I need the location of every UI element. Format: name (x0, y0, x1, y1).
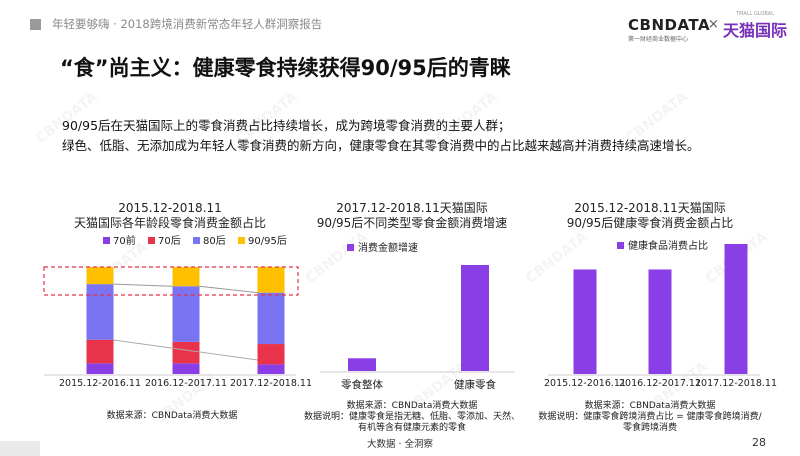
chart1-legend-label: 70后 (158, 235, 181, 247)
cbndata-logo: CBΝDATA (628, 16, 711, 34)
slide-title: “食”尚主义：健康零食持续获得90/95后的青睐 (60, 56, 511, 80)
chart1-legend-label: 80后 (203, 235, 226, 247)
tmall-global-small: TMALL GLOBAL (736, 11, 775, 17)
chart3-source: 数据来源：CBNData消费大数据 (585, 399, 716, 411)
chart1-bar-segment (257, 344, 285, 365)
summary-line-2: 绿色、低脂、无添加成为年轻人零食消费的新方向，健康零食在其零食消费中的占比越来越… (62, 138, 700, 153)
chart1-legend-swatch (148, 237, 155, 244)
chart1-connector-line (113, 283, 173, 287)
chart1-source: 数据来源：CBNData消费大数据 (107, 409, 238, 421)
chart1-legend-label: 90/95后 (248, 235, 287, 247)
chart3-legend-label: 健康食品消费占比 (628, 239, 708, 252)
cbndata-logo-subtext: 第一财经商业数据中心 (628, 36, 689, 43)
chart1-bar-segment (257, 364, 285, 374)
chart3-bar (573, 269, 597, 374)
chart1-bar-segment (172, 363, 200, 374)
chart2-bar (461, 265, 489, 371)
chart1-legend-label: 70前 (113, 234, 136, 247)
chart1-legend-swatch (193, 237, 200, 244)
summary-line-1: 90/95后在天猫国际上的零食消费占比持续增长，成为跨境零食消费的主要人群； (62, 118, 511, 133)
footer-accent (0, 441, 40, 456)
chart1-x-tick: 2016.12-2017.11 (145, 378, 227, 389)
chart1-bar-segment (86, 284, 114, 340)
chart1-bar-segment (86, 267, 114, 285)
chart2-bar (348, 358, 376, 371)
chart1-bar-segment (172, 341, 200, 364)
chart3-title-line1: 2015.12-2018.11天猫国际 (574, 201, 726, 215)
chart1-legend-swatch (103, 237, 110, 244)
chart3-bar (724, 244, 748, 374)
summary-text: 90/95后在天猫国际上的零食消费占比持续增长，成为跨境零食消费的主要人群； 绿… (62, 116, 700, 156)
header-square-icon (30, 19, 41, 30)
chart1-bar-segment (86, 339, 114, 364)
chart1-bar-segment (86, 363, 114, 374)
chart1-connector-line (113, 339, 258, 361)
chart3-x-tick: 2015.12-2016.11 (544, 378, 626, 389)
page-number: 28 (752, 436, 766, 449)
chart3-legend-swatch (617, 242, 624, 249)
chart2-x-tick: 零食整体 (341, 378, 383, 391)
chart1-title-line2: 天猫国际各年龄段零食消费金额占比 (74, 215, 266, 230)
chart1-bar-segment (257, 267, 285, 293)
footer-text: 大数据 · 全洞察 (366, 439, 434, 450)
report-subtitle: 年轻要够嗨 · 2018跨境消费新常态年轻人群洞察报告 (52, 17, 323, 31)
chart1-x-tick: 2015.12-2016.11 (59, 378, 141, 389)
chart2-legend-label: 消费金额增速 (358, 241, 418, 254)
chart1-title-line1: 2015.12-2018.11 (118, 201, 222, 215)
logo-separator: × (708, 17, 719, 32)
chart1-legend-swatch (238, 237, 245, 244)
tmall-global-logo: 天猫国际 (723, 21, 788, 40)
chart1-bar-segment (257, 292, 285, 345)
chart2-source: 数据来源：CBNData消费大数据 (347, 399, 478, 411)
chart2-title-line1: 2017.12-2018.11天猫国际 (336, 201, 488, 215)
chart3-title-line2: 90/95后健康零食消费金额占比 (567, 215, 734, 230)
chart1-highlight-box (43, 266, 299, 296)
chart1-bar-segment (172, 267, 200, 287)
chart3-note-line2: 零食跨境消费 (623, 421, 677, 433)
chart3-x-tick: 2017.12-2018.11 (695, 378, 777, 389)
chart2-x-tick: 健康零食 (454, 378, 496, 391)
chart3-x-tick: 2016.12-2017.11 (619, 378, 701, 389)
chart2-note-line2: 有机等含有健康元素的零食 (358, 421, 466, 433)
partner-logo: CBΝDATA 第一财经商业数据中心 × TMALL GLOBAL 天猫国际 (628, 11, 787, 43)
chart2-note-line1: 数据说明：健康零食是指无糖、低脂、零添加、天然、 (304, 410, 520, 422)
chart1-x-tick: 2017.12-2018.11 (230, 378, 312, 389)
header: 年轻要够嗨 · 2018跨境消费新常态年轻人群洞察报告 CBΝDATA 第一财经… (22, 8, 787, 43)
chart2-legend-swatch (347, 244, 354, 251)
chart1-connector-line (199, 285, 258, 294)
chart3-note-line1: 数据说明：健康零食跨境消费占比 = 健康零食跨境消费/ (538, 410, 762, 422)
chart2-title-line2: 90/95后不同类型零食金额消费增速 (317, 215, 508, 230)
chart3-bar (648, 269, 672, 374)
